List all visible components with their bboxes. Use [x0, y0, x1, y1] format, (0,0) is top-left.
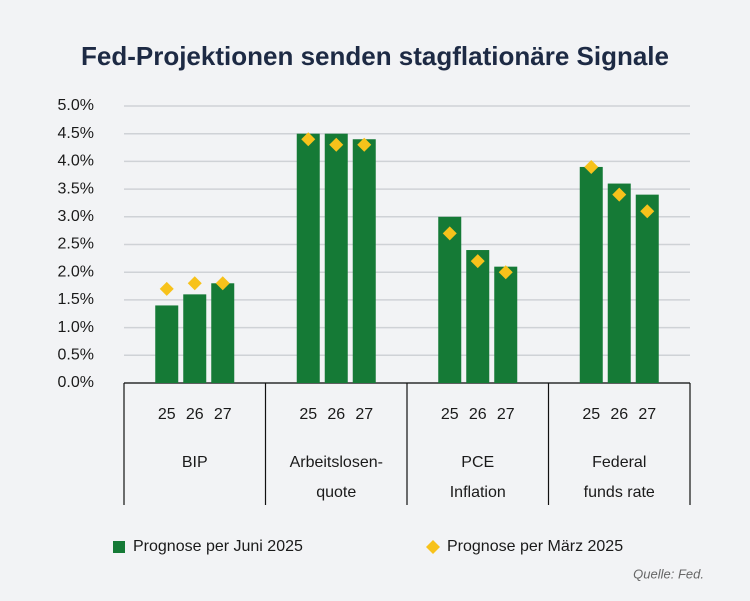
diamond-marker — [498, 265, 513, 280]
group-label: quote — [316, 484, 356, 501]
x-tick-label: 26 — [327, 406, 345, 423]
bar — [211, 283, 235, 383]
x-tick-label: 26 — [610, 406, 628, 423]
y-tick-label: 1.5% — [58, 291, 94, 308]
bar — [635, 194, 659, 383]
source-note: Quelle: Fed. — [633, 566, 704, 581]
diamond-marker — [301, 132, 316, 147]
diamond-marker — [329, 137, 344, 152]
x-tick-label: 27 — [497, 406, 515, 423]
bar — [438, 216, 462, 383]
diamond-marker — [442, 226, 457, 241]
diamond-marker — [640, 204, 655, 219]
bar — [494, 266, 518, 383]
group-label: BIP — [182, 454, 208, 471]
bar — [607, 183, 631, 383]
y-tick-label: 5.0% — [58, 97, 94, 114]
bar — [155, 305, 179, 383]
legend-swatch — [426, 540, 440, 554]
y-tick-label: 0.5% — [58, 347, 94, 364]
x-tick-label: 26 — [186, 406, 204, 423]
diamond-marker — [187, 276, 202, 291]
y-tick-label: 1.0% — [58, 319, 94, 336]
x-tick-label: 27 — [214, 406, 232, 423]
bar — [183, 294, 207, 383]
diamond-marker — [357, 137, 372, 152]
bar — [324, 133, 348, 383]
diamond-marker — [470, 254, 485, 269]
x-tick-label: 27 — [638, 406, 656, 423]
x-tick-label: 27 — [355, 406, 373, 423]
y-tick-label: 3.5% — [58, 180, 94, 197]
y-tick-label: 4.5% — [58, 125, 94, 142]
y-tick-label: 3.0% — [58, 208, 94, 225]
y-tick-label: 2.5% — [58, 236, 94, 253]
diamond-marker — [612, 187, 627, 202]
group-label: PCE — [461, 454, 494, 471]
group-label: funds rate — [584, 484, 655, 501]
group-label: Arbeitslosen- — [290, 454, 383, 471]
y-tick-label: 0.0% — [58, 374, 94, 391]
bar — [466, 250, 490, 383]
diamond-marker — [584, 159, 599, 174]
legend-label: Prognose per Juni 2025 — [133, 538, 303, 555]
y-tick-label: 2.0% — [58, 263, 94, 280]
chart-title: Fed-Projektionen senden stagflationäre S… — [81, 41, 669, 71]
y-tick-label: 4.0% — [58, 153, 94, 170]
bar — [579, 166, 603, 383]
group-label: Inflation — [450, 484, 506, 501]
diamond-marker — [215, 276, 230, 291]
x-tick-label: 25 — [441, 406, 459, 423]
x-tick-label: 26 — [469, 406, 487, 423]
legend-swatch — [113, 541, 125, 553]
x-tick-label: 25 — [158, 406, 176, 423]
bar — [296, 133, 320, 383]
diamond-marker — [159, 281, 174, 296]
legend-label: Prognose per März 2025 — [447, 538, 623, 555]
group-label: Federal — [592, 454, 646, 471]
bar — [352, 139, 376, 383]
x-tick-label: 25 — [299, 406, 317, 423]
x-tick-label: 25 — [582, 406, 600, 423]
